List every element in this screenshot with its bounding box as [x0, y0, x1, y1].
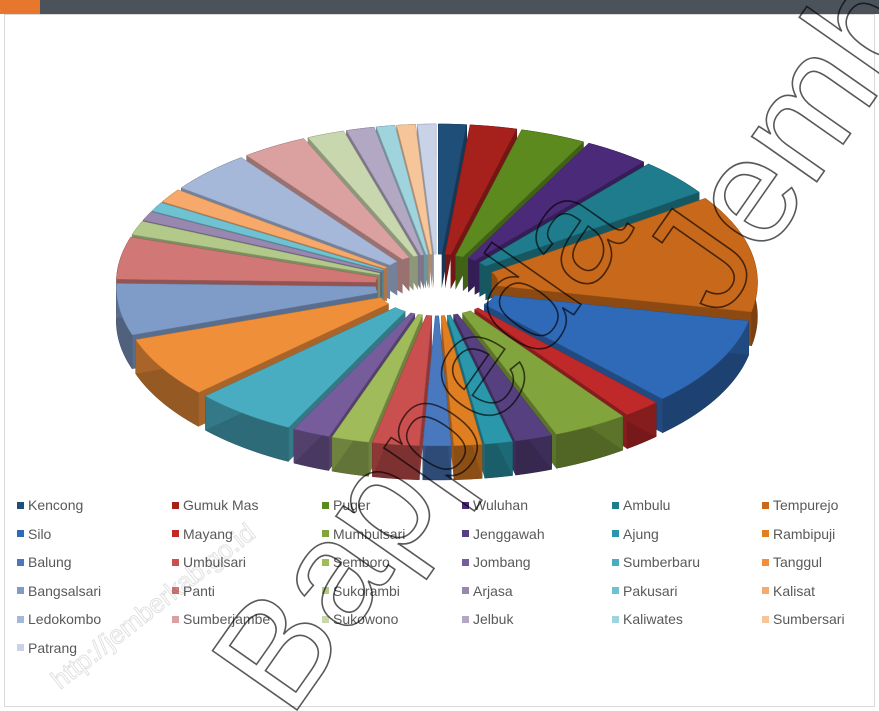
legend-item-jelbuk: Jelbuk [462, 611, 513, 627]
legend-swatch [762, 530, 769, 537]
legend-label: Kaliwates [623, 611, 683, 627]
legend-label: Sukorambi [333, 582, 400, 599]
legend-swatch [762, 558, 769, 566]
legend-swatch [17, 644, 24, 651]
legend-item-silo: Silo [17, 526, 51, 542]
legend-swatch [612, 558, 619, 566]
legend-item-gumuk-mas: Gumuk Mas [172, 497, 258, 513]
legend-swatch [612, 615, 619, 623]
legend-label: Patrang [28, 639, 78, 656]
header-bar [0, 0, 879, 14]
legend-swatch [172, 501, 179, 509]
pie-slice-balung [422, 315, 452, 481]
legend-item-panti: Panti [172, 583, 215, 599]
legend-item-arjasa: Arjasa [462, 583, 513, 599]
legend-item-semboro: Semboro [322, 554, 390, 570]
legend-label: Sukowono [333, 611, 399, 627]
legend-item-mayang: Mayang [172, 526, 233, 542]
legend-swatch [17, 530, 24, 537]
legend-swatch [17, 558, 24, 566]
legend-label: Sumberjambe [183, 611, 271, 627]
legend-label: Ambulu [623, 497, 671, 513]
legend-label: Bangsalsari [28, 582, 102, 599]
legend-label: Arjasa [473, 582, 513, 599]
legend-item-kencong: Kencong [17, 497, 83, 513]
legend-item-sukorambi: Sukorambi [322, 583, 400, 599]
legend-item-sumberjambe: Sumberjambe [172, 611, 270, 627]
legend-swatch [462, 501, 469, 509]
legend-label: Mumbulsari [333, 525, 406, 542]
legend-label: Jombang [473, 554, 531, 570]
legend-item-tanggul: Tanggul [762, 554, 822, 570]
legend-item-patrang: Patrang [17, 640, 77, 656]
legend-label: Silo [28, 525, 52, 542]
legend-item-ledokombo: Ledokombo [17, 611, 101, 627]
legend-item-puger: Puger [322, 497, 370, 513]
legend-item-pakusari: Pakusari [612, 583, 677, 599]
legend-item-kaliwates: Kaliwates [612, 611, 683, 627]
legend-label: Ledokombo [28, 611, 102, 627]
legend-label: Rambipuji [773, 525, 836, 542]
legend-swatch [322, 558, 329, 566]
legend-label: Panti [183, 582, 215, 599]
legend-label: Mayang [183, 525, 233, 542]
legend-label: Puger [333, 497, 371, 513]
legend-item-jombang: Jombang [462, 554, 531, 570]
legend-label: Kalisat [773, 582, 816, 599]
legend-item-kalisat: Kalisat [762, 583, 815, 599]
legend-swatch [322, 530, 329, 537]
legend-label: Semboro [333, 554, 390, 570]
legend-label: Gumuk Mas [183, 497, 259, 513]
legend-swatch [172, 558, 179, 566]
legend-label: Sumbersari [773, 611, 845, 627]
legend-label: Balung [28, 554, 72, 570]
legend-item-ajung: Ajung [612, 526, 659, 542]
legend-swatch [172, 530, 179, 537]
legend-swatch [172, 615, 179, 623]
pie-slice-umbulsari [371, 314, 433, 480]
legend-item-balung: Balung [17, 554, 72, 570]
legend-label: Jenggawah [473, 525, 545, 542]
legend-label: Jelbuk [473, 611, 514, 627]
legend-swatch [462, 558, 469, 566]
legend-label: Sumberbaru [623, 554, 701, 570]
legend-swatch [612, 501, 619, 509]
legend-label: Pakusari [623, 582, 678, 599]
legend-swatch [322, 501, 329, 509]
legend-swatch [462, 587, 469, 594]
legend-swatch [762, 501, 769, 509]
legend-label: Ajung [623, 525, 659, 542]
legend-item-rambipuji: Rambipuji [762, 526, 835, 542]
pie-chart [116, 123, 758, 481]
legend-swatch [612, 530, 619, 537]
chart-frame: Kencong Gumuk Mas Puger Wuluhan Ambulu Tempur… [4, 14, 875, 707]
legend-label: Tanggul [773, 554, 823, 570]
legend-swatch [17, 587, 24, 594]
legend-item-sukowono: Sukowono [322, 611, 398, 627]
legend-swatch [762, 587, 769, 594]
legend-swatch [322, 615, 329, 623]
legend-label: Wuluhan [473, 497, 529, 513]
legend-label: Tempurejo [773, 497, 839, 513]
legend-item-tempurejo: Tempurejo [762, 497, 838, 513]
legend-swatch [612, 587, 619, 594]
legend-item-ambulu: Ambulu [612, 497, 670, 513]
legend-swatch [322, 587, 329, 594]
legend-label: Kencong [28, 497, 84, 513]
legend-item-sumberbaru: Sumberbaru [612, 554, 700, 570]
legend-swatch [462, 615, 469, 623]
header-accent [0, 0, 40, 14]
legend-swatch [17, 501, 24, 509]
legend-swatch [17, 615, 24, 623]
legend-item-jenggawah: Jenggawah [462, 526, 545, 542]
legend-swatch [462, 530, 469, 537]
legend-item-wuluhan: Wuluhan [462, 497, 528, 513]
legend-item-mumbulsari: Mumbulsari [322, 526, 405, 542]
legend-item-umbulsari: Umbulsari [172, 554, 246, 570]
legend-swatch [762, 615, 769, 623]
legend-item-bangsalsari: Bangsalsari [17, 583, 101, 599]
legend-label: Umbulsari [183, 554, 247, 570]
legend-item-sumbersari: Sumbersari [762, 611, 845, 627]
legend-swatch [172, 587, 179, 594]
